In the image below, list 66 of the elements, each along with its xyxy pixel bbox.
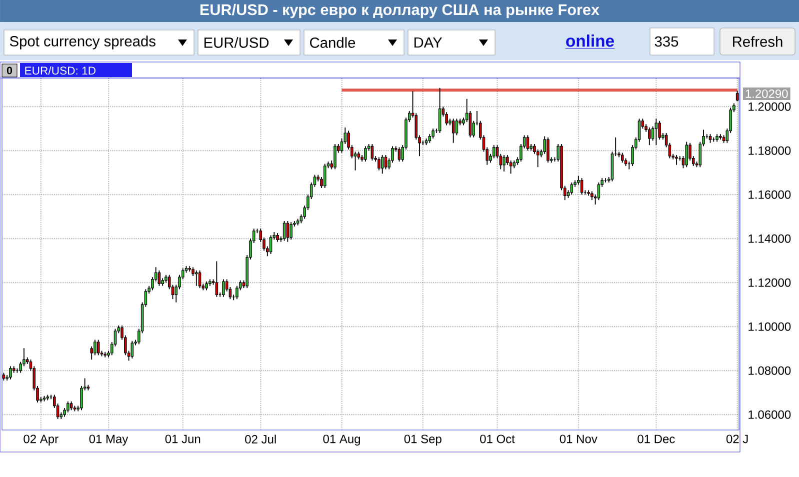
text: 0 — [6, 66, 12, 74]
candlestick — [438, 87, 442, 134]
candlestick — [66, 400, 70, 413]
text: DAY — [414, 37, 442, 48]
candlestick — [96, 339, 100, 356]
candlestick — [452, 118, 455, 144]
x-tick-label: 02 J — [726, 434, 748, 444]
x-tick-label: 01 Jun — [165, 434, 200, 444]
candlestick — [90, 346, 93, 360]
text: online — [566, 34, 614, 47]
candlestick — [675, 154, 678, 166]
text: EUR/USD — [204, 37, 269, 48]
x-tick-label: 01 Nov — [560, 434, 598, 444]
x-tick-label: 01 Dec — [638, 434, 675, 444]
y-tick-label: 1.08000 — [748, 366, 791, 375]
x-tick-label: 01 May — [89, 434, 128, 446]
candlestick — [398, 146, 401, 162]
candlestick — [195, 270, 198, 286]
chart-subtitle: EUR/USD: 1D — [25, 66, 96, 75]
y-tick-label: 1.18000 — [748, 146, 791, 155]
candlestick — [286, 220, 290, 242]
candlestick — [370, 144, 374, 161]
candlestick — [269, 234, 272, 254]
candlestick — [620, 152, 624, 164]
annotation: 1.20290 — [746, 89, 788, 98]
x-tick-label: 01 Sep — [404, 434, 442, 446]
candlestick — [323, 163, 326, 188]
candlestick — [282, 220, 286, 242]
candlestick — [378, 156, 380, 171]
x-tick-label: 02 Apr — [24, 434, 58, 446]
candlestick — [94, 339, 96, 356]
candlestick — [685, 141, 688, 168]
candlestick — [736, 90, 739, 102]
candlestick — [546, 136, 550, 164]
candlestick — [215, 260, 218, 298]
candlestick — [354, 151, 357, 171]
y-tick-label: 1.16000 — [748, 190, 791, 199]
x-tick-label: 02 Jul — [245, 434, 276, 444]
candlestick — [290, 222, 292, 240]
candlestick — [654, 118, 658, 146]
candlestick — [9, 366, 12, 380]
candlestick — [502, 154, 506, 172]
y-tick-label: 1.10000 — [748, 322, 791, 331]
candlestick — [222, 278, 225, 298]
text: Refresh — [733, 36, 782, 47]
y-tick-label: 1.06000 — [748, 410, 791, 419]
x-tick-label: 01 Oct — [480, 434, 515, 444]
candlestick — [384, 154, 388, 170]
candlestick — [334, 144, 336, 170]
x-tick-label: 01 Aug — [323, 434, 360, 446]
candlestick — [455, 118, 458, 136]
candlestick — [648, 127, 651, 146]
text: Spot currency spreads — [10, 36, 156, 50]
y-tick-label: 1.14000 — [748, 234, 791, 243]
text: Candle — [310, 37, 356, 48]
candlestick — [580, 178, 584, 196]
y-tick-label: 1.20000 — [748, 102, 791, 111]
candlestick — [526, 134, 530, 152]
candlestick — [380, 154, 384, 174]
candlestick — [492, 144, 496, 159]
candlestick — [432, 128, 434, 139]
chart-title: EUR/USD - курс евро к доллару США на рынке Forex — [200, 4, 600, 18]
text: 335 — [654, 36, 678, 47]
candlestick — [364, 146, 367, 162]
candlestick — [158, 270, 161, 286]
y-tick-label: 1.12000 — [748, 278, 791, 287]
